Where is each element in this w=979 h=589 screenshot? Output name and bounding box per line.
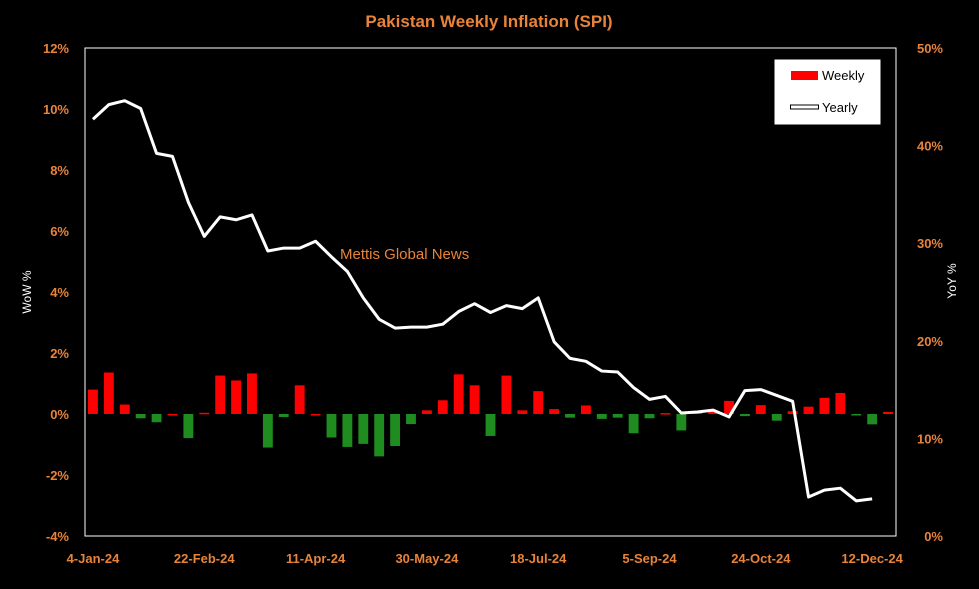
plot-area <box>84 47 897 537</box>
weekly-bar <box>740 414 750 417</box>
weekly-bars <box>88 372 893 457</box>
weekly-bar <box>326 414 337 438</box>
weekly-bar <box>215 375 226 414</box>
left-tick-label: 4% <box>50 285 69 300</box>
weekly-bar <box>151 414 162 423</box>
legend-weekly-label: Weekly <box>822 68 865 83</box>
weekly-bar <box>167 414 178 416</box>
weekly-bar <box>453 374 464 414</box>
weekly-bar <box>119 404 130 414</box>
x-tick-label: 18-Jul-24 <box>510 551 567 566</box>
weekly-bar <box>421 410 432 414</box>
right-axis-ticks: 0% 10% 20% 30% 40% 50% <box>917 41 943 544</box>
weekly-bar <box>549 409 560 414</box>
weekly-bar <box>374 414 385 457</box>
x-axis-ticks: 4-Jan-24 22-Feb-24 11-Apr-24 30-May-24 18-Ju… <box>67 551 904 566</box>
weekly-bar <box>390 414 401 447</box>
left-tick-label: -2% <box>46 468 70 483</box>
weekly-bar <box>580 405 591 414</box>
weekly-bar <box>771 414 782 421</box>
weekly-bar <box>835 392 846 414</box>
weekly-bar <box>88 389 98 414</box>
legend-weekly-swatch <box>791 71 818 80</box>
right-tick-label: 0% <box>924 529 943 544</box>
weekly-bar <box>501 375 512 414</box>
right-tick-label: 10% <box>917 431 943 446</box>
x-tick-label: 22-Feb-24 <box>174 551 235 566</box>
weekly-bar <box>596 414 607 419</box>
weekly-bar <box>708 410 719 414</box>
x-tick-label: 12-Dec-24 <box>841 551 903 566</box>
left-axis-label: WoW % <box>20 270 34 313</box>
left-tick-label: 12% <box>43 41 69 56</box>
weekly-bar <box>851 414 862 416</box>
x-tick-label: 5-Sep-24 <box>622 551 677 566</box>
weekly-bar <box>755 405 766 414</box>
right-tick-label: 30% <box>917 236 943 251</box>
weekly-bar <box>135 414 146 419</box>
weekly-bar <box>485 414 496 436</box>
weekly-bar <box>883 411 893 414</box>
yearly-line <box>91 99 873 503</box>
weekly-bar <box>310 414 321 416</box>
weekly-bar <box>660 413 671 415</box>
weekly-bar <box>724 400 734 414</box>
weekly-bar <box>819 397 830 414</box>
weekly-bar <box>358 414 369 444</box>
weekly-bar <box>406 414 416 425</box>
weekly-bar <box>676 414 687 431</box>
legend-box <box>773 58 882 126</box>
right-tick-label: 40% <box>917 139 943 154</box>
left-tick-label: 2% <box>50 346 69 361</box>
weekly-bar <box>628 414 639 434</box>
right-tick-label: 50% <box>917 41 943 56</box>
left-tick-label: 0% <box>50 407 69 422</box>
weekly-bar <box>787 411 798 414</box>
weekly-bar <box>247 373 257 414</box>
weekly-bar <box>867 414 878 425</box>
right-axis-label: YoY % <box>945 263 959 299</box>
x-tick-label: 24-Oct-24 <box>731 551 791 566</box>
weekly-bar <box>469 385 480 414</box>
x-tick-label: 11-Apr-24 <box>286 551 346 566</box>
left-axis-ticks: -4% -2% 0% 2% 4% 6% 8% 10% 12% <box>43 41 69 544</box>
weekly-bar <box>262 414 273 448</box>
legend-yearly-label: Yearly <box>822 100 858 115</box>
weekly-bar <box>803 406 814 414</box>
weekly-bar <box>342 414 353 447</box>
left-tick-label: 8% <box>50 163 69 178</box>
weekly-bar <box>183 414 194 439</box>
weekly-bar <box>644 414 655 419</box>
x-tick-label: 30-May-24 <box>395 551 459 566</box>
weekly-bar <box>294 385 305 414</box>
weekly-bar <box>437 400 448 414</box>
left-tick-label: -4% <box>46 529 70 544</box>
weekly-bar <box>517 410 528 414</box>
weekly-bar <box>103 372 114 414</box>
weekly-bar <box>278 414 289 418</box>
chart-title: Pakistan Weekly Inflation (SPI) <box>365 12 612 31</box>
watermark-text: Mettis Global News <box>340 246 469 263</box>
left-tick-label: 6% <box>50 224 69 239</box>
weekly-bar <box>199 412 210 415</box>
weekly-bar <box>231 380 241 414</box>
legend: Weekly Yearly <box>773 58 882 126</box>
weekly-bar <box>533 391 544 415</box>
weekly-bar <box>612 414 623 418</box>
weekly-bar <box>565 414 575 418</box>
x-tick-label: 4-Jan-24 <box>67 551 121 566</box>
left-tick-label: 10% <box>43 102 69 117</box>
right-tick-label: 20% <box>917 334 943 349</box>
